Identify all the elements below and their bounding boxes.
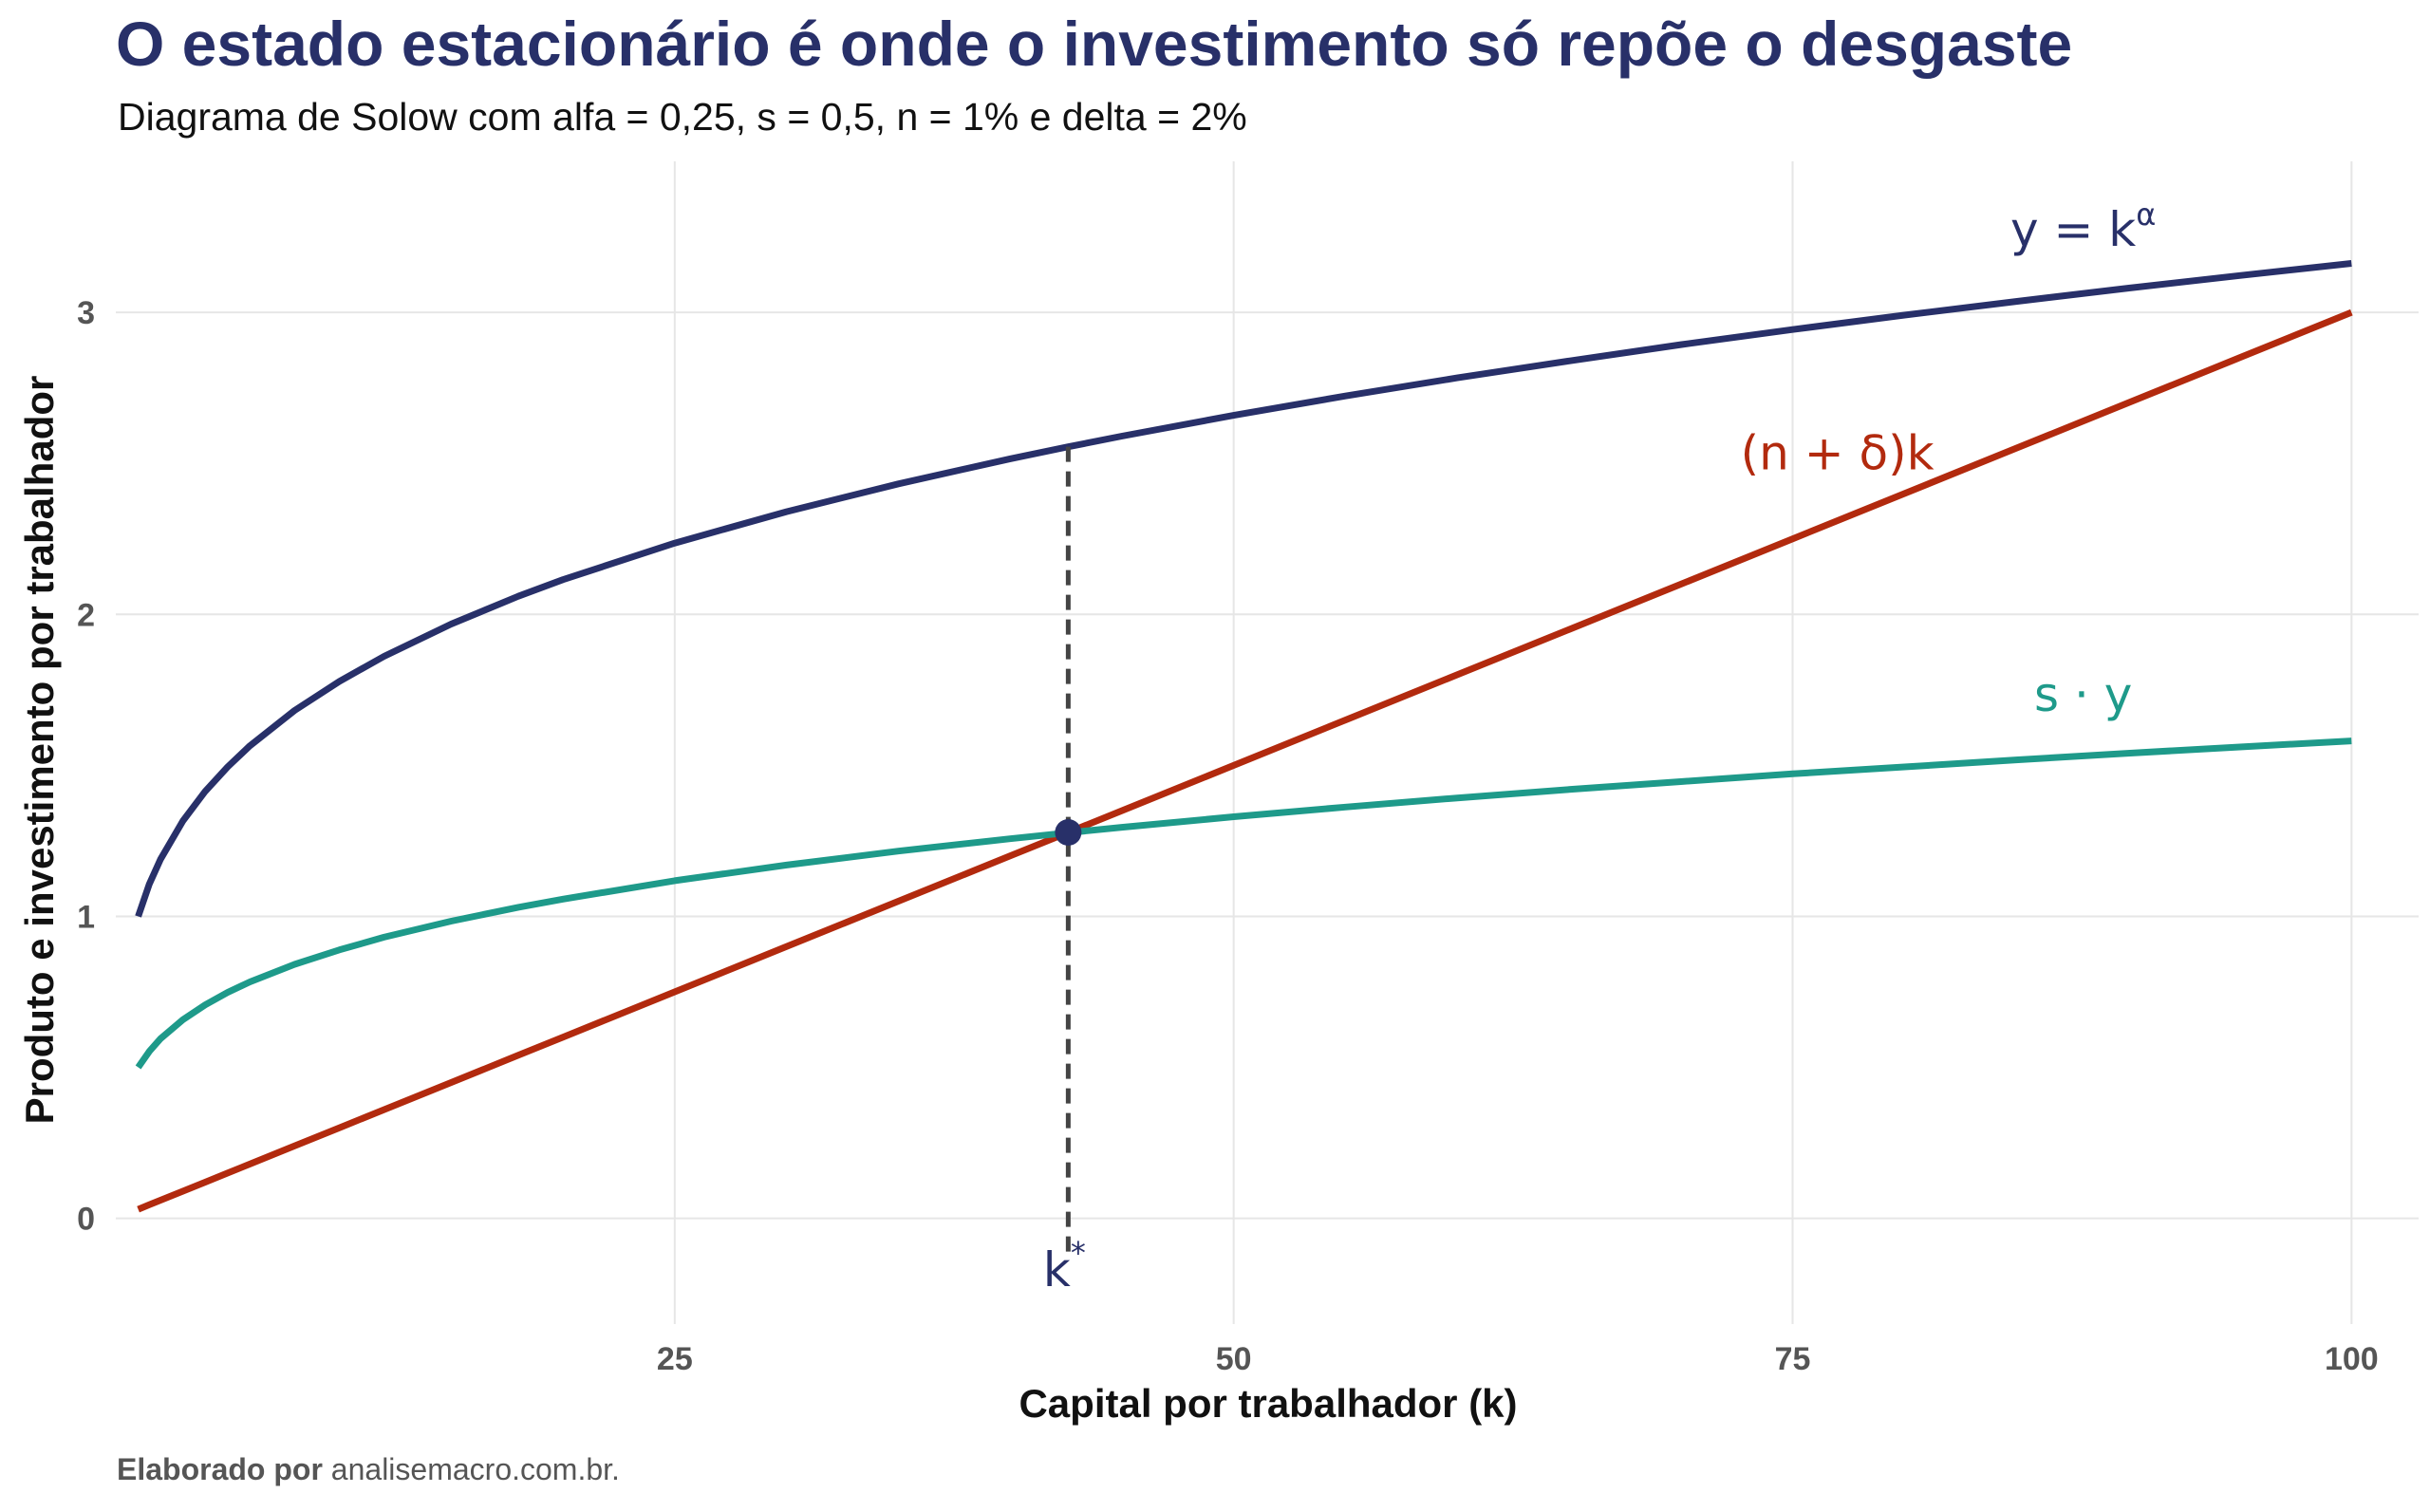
axis-ticks: 25 50 75 100 0 1 2 3 <box>77 295 2379 1377</box>
series-line-1 <box>135 260 2352 918</box>
series-line-2 <box>137 308 2353 1213</box>
x-tick-label: 50 <box>1216 1341 1252 1377</box>
y-tick-label: 2 <box>77 597 95 633</box>
x-tick-label: 100 <box>2325 1341 2379 1377</box>
x-tick-label: 75 <box>1775 1341 1811 1377</box>
series-label-3: s · y <box>2034 667 2132 722</box>
y-tick-label: 0 <box>77 1202 95 1238</box>
series-label-1: y = kα <box>2010 196 2156 257</box>
chart-title: O estado estacionário é onde o investime… <box>116 9 2073 79</box>
series-line-3 <box>135 737 2352 1070</box>
series-label-2: (n + δ)k <box>1741 426 1935 481</box>
series-lines <box>135 260 2353 1213</box>
y-tick-label: 3 <box>77 295 95 331</box>
annotations: y = kα (n + δ)k s · y k* <box>1043 196 2156 1297</box>
y-axis-label: Produto e investimento por trabalhador <box>17 376 62 1125</box>
x-axis-label: Capital por trabalhador (k) <box>1019 1381 1517 1426</box>
caption: Elaborado por analisemacro.com.br. <box>117 1452 620 1487</box>
caption-source: analisemacro.com.br. <box>330 1452 620 1486</box>
grid-lines <box>116 161 2419 1324</box>
chart-subtitle: Diagrama de Solow com alfa = 0,25, s = 0… <box>118 95 1247 139</box>
steady-state-point <box>1055 819 1082 846</box>
x-tick-label: 25 <box>657 1341 693 1377</box>
caption-prefix: Elaborado por <box>117 1452 323 1486</box>
y-tick-label: 1 <box>77 899 95 935</box>
steady-state-label: k* <box>1043 1235 1086 1297</box>
